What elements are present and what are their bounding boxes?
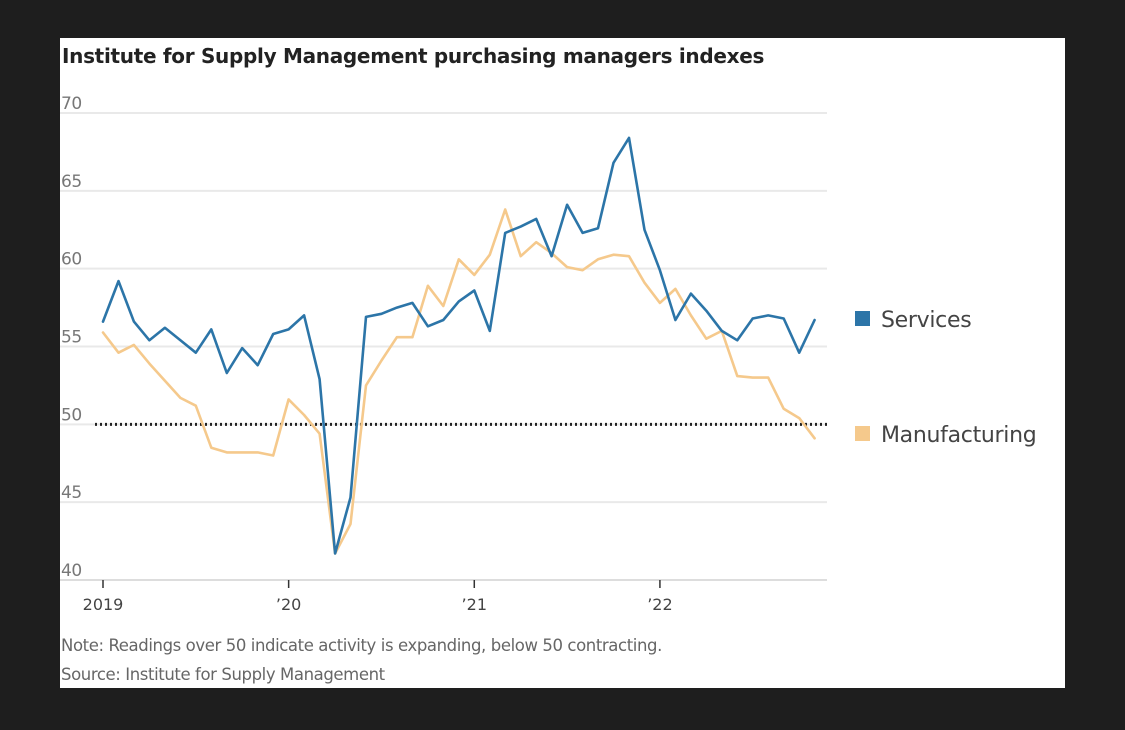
y-tick-label: 40 (61, 561, 82, 581)
x-tick-label: ’20 (276, 595, 301, 614)
y-tick-label: 60 (61, 250, 82, 270)
y-tick-label: 45 (61, 483, 82, 503)
x-tick-label: 2019 (83, 595, 124, 614)
chart-source: Source: Institute for Supply Management (61, 665, 385, 684)
legend-swatch-manufacturing (855, 426, 870, 441)
chart-card: Institute for Supply Management purchasi… (60, 38, 1065, 688)
series-line-services (101, 136, 816, 555)
series-line-manufacturing (101, 208, 816, 555)
legend-label-manufacturing: Manufacturing (881, 423, 1036, 448)
chart-title: Institute for Supply Management purchasi… (62, 44, 765, 68)
chart-note: Note: Readings over 50 indicate activity… (61, 636, 662, 655)
y-tick-label: 55 (61, 328, 82, 348)
y-tick-label: 50 (61, 405, 82, 425)
y-tick-label: 65 (61, 172, 82, 192)
y-tick-label: 70 (61, 94, 82, 114)
x-tick-label: ’22 (647, 595, 672, 614)
x-tick-label: ’21 (462, 595, 487, 614)
legend-label-services: Services (881, 308, 971, 333)
legend-swatch-services (855, 311, 870, 326)
